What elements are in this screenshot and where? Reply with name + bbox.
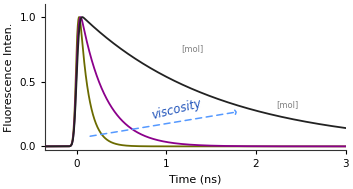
Y-axis label: Fluorescence Inten.: Fluorescence Inten. bbox=[4, 22, 14, 132]
X-axis label: Time (ns): Time (ns) bbox=[169, 175, 222, 185]
Text: viscosity: viscosity bbox=[150, 97, 203, 122]
